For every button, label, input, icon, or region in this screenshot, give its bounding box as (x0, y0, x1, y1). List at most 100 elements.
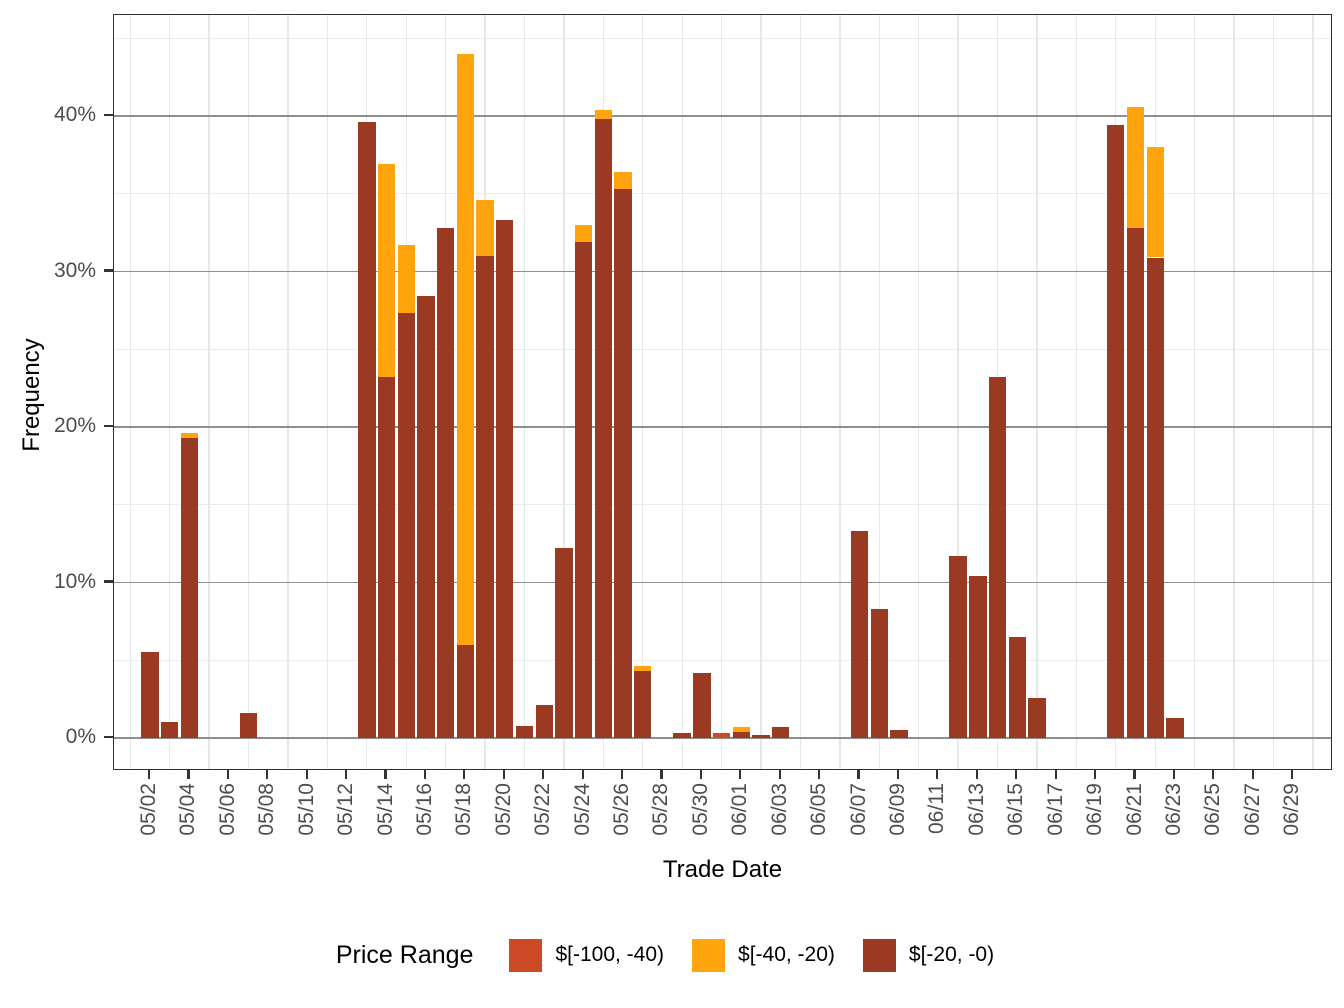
legend-swatch-icon (509, 938, 543, 972)
legend-label: $[-40, -20) (738, 943, 835, 966)
x-tick-label: 06/17 (1043, 783, 1067, 836)
gridline-minor-horizontal (114, 193, 1331, 195)
plot-panel (113, 14, 1332, 770)
x-tick-mark (187, 770, 190, 779)
gridline-minor-vertical (523, 15, 526, 769)
gridline-minor-vertical (681, 15, 683, 769)
bar-segment-05-27 (634, 666, 652, 672)
bar-segment-05-17 (436, 227, 455, 738)
y-tick-label: 30% (53, 258, 96, 282)
y-tick-label: 0% (65, 725, 96, 748)
x-tick-mark (975, 770, 978, 779)
gridline-minor-horizontal (114, 504, 1331, 506)
y-tick-label: 20% (53, 414, 96, 437)
x-tick-mark (1093, 770, 1097, 779)
x-axis-title: Trade Date (662, 856, 783, 883)
x-tick-label: 05/24 (570, 783, 594, 836)
gridline-major-horizontal (114, 737, 1331, 739)
bar-segment-05-18 (456, 644, 475, 738)
gridline-minor-vertical (1075, 15, 1078, 769)
bar-segment-05-02 (141, 652, 159, 738)
y-tick-label: 10% (53, 569, 96, 593)
gridline-minor-vertical (1193, 15, 1196, 769)
x-tick-mark (1251, 770, 1254, 779)
gridline-minor-vertical (642, 15, 644, 769)
legend-swatch-icon (862, 938, 896, 972)
gridline-minor-vertical (918, 15, 920, 769)
gridline-minor-vertical (169, 15, 171, 769)
x-tick-label: 06/19 (1083, 783, 1107, 836)
x-tick-mark (1015, 770, 1018, 779)
x-tick-mark (620, 770, 624, 779)
gridline-minor-vertical (247, 15, 250, 769)
x-tick-label: 05/30 (688, 783, 712, 836)
bar-segment-05-03 (161, 722, 179, 738)
x-tick-mark (778, 770, 781, 779)
x-tick-mark (818, 770, 821, 779)
gridline-major-horizontal (114, 426, 1331, 428)
gridline-major-horizontal (114, 115, 1331, 117)
bar-segment-06-12 (949, 556, 967, 738)
gridline-minor-vertical (1312, 15, 1314, 769)
y-tick-mark (104, 735, 113, 739)
x-tick-mark (1172, 770, 1176, 779)
x-tick-label: 05/14 (373, 783, 397, 836)
bar-segment-05-19 (476, 199, 494, 256)
bar-segment-06-01 (732, 731, 750, 738)
x-tick-mark (423, 770, 427, 779)
bar-segment-05-25 (594, 109, 613, 120)
y-tick-mark (104, 269, 113, 272)
x-tick-mark (1133, 770, 1136, 779)
bar-segment-05-26 (614, 171, 632, 190)
gridline-major-horizontal (114, 581, 1331, 584)
y-tick-label: 40% (53, 103, 96, 126)
x-tick-mark (857, 770, 860, 779)
x-tick-label: 06/21 (1122, 783, 1146, 836)
bar-segment-06-15 (1008, 636, 1026, 738)
x-tick-label: 06/11 (925, 783, 949, 834)
bar-segment-06-02 (752, 734, 770, 738)
x-tick-label: 06/13 (964, 783, 988, 836)
bar-segment-06-21 (1126, 106, 1145, 228)
gridline-minor-vertical (839, 15, 841, 769)
bar-segment-05-27 (634, 671, 652, 738)
x-tick-label: 06/03 (767, 783, 791, 836)
gridline-minor-vertical (563, 15, 565, 769)
bar-segment-06-16 (1028, 697, 1046, 738)
x-tick-mark (1054, 770, 1057, 779)
x-tick-label: 05/28 (649, 783, 673, 836)
x-tick-label: 06/05 (807, 783, 831, 836)
gridline-minor-horizontal (114, 37, 1331, 39)
x-tick-mark (896, 770, 900, 779)
legend-swatch-icon (692, 938, 726, 972)
bar-segment-05-16 (417, 296, 435, 738)
bar-segment-06-07 (850, 531, 869, 738)
bar-segment-05-21 (515, 725, 534, 738)
x-tick-mark (147, 770, 151, 779)
x-tick-mark (1291, 770, 1294, 779)
x-tick-label: 05/06 (215, 783, 239, 836)
bar-segment-05-20 (496, 220, 514, 738)
bar-segment-05-14 (377, 164, 396, 378)
bar-segment-05-31 (712, 733, 731, 738)
x-tick-mark (699, 770, 702, 779)
legend-item-2: $[-20, -0) (862, 938, 994, 972)
bar-segment-05-23 (555, 548, 573, 738)
bar-segment-06-14 (988, 377, 1007, 738)
y-tick-mark (104, 424, 113, 428)
bar-segment-06-01 (732, 727, 750, 732)
bar-segment-05-07 (239, 713, 258, 738)
x-tick-label: 06/09 (885, 783, 909, 836)
gridline-minor-vertical (957, 15, 959, 769)
x-tick-label: 05/22 (531, 783, 555, 836)
x-tick-label: 05/12 (334, 783, 358, 836)
gridline-minor-vertical (760, 15, 762, 769)
bar-segment-06-08 (870, 608, 888, 738)
bar-segment-05-04 (180, 433, 199, 438)
bar-segment-05-29 (673, 733, 691, 738)
gridline-minor-vertical (287, 15, 289, 769)
x-tick-mark (226, 770, 229, 779)
x-tick-label: 06/07 (846, 783, 870, 836)
x-tick-mark (463, 770, 466, 779)
